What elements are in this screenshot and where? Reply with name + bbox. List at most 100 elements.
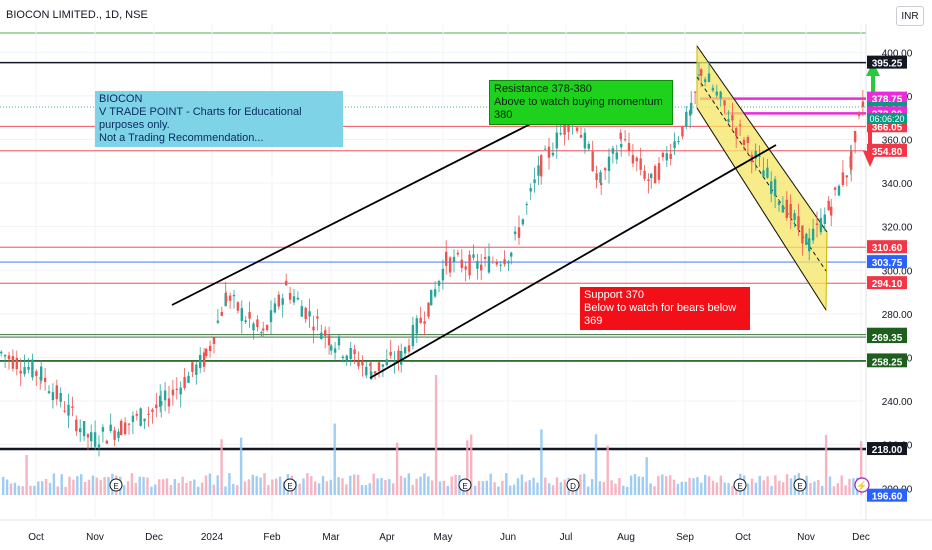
candle-body bbox=[3, 355, 7, 357]
volume-bar bbox=[622, 485, 625, 495]
countdown-bg bbox=[867, 112, 907, 124]
volume-bar bbox=[41, 481, 44, 495]
price-label-bg bbox=[867, 91, 907, 105]
volume-bar bbox=[83, 482, 87, 495]
volume-bar bbox=[680, 481, 683, 495]
candle-body bbox=[220, 311, 223, 316]
candle-body bbox=[337, 336, 341, 346]
volume-bar bbox=[200, 482, 204, 495]
volume-bar bbox=[255, 476, 258, 495]
volume-bar bbox=[306, 473, 309, 495]
volume-bar bbox=[321, 475, 325, 495]
candle-body bbox=[595, 173, 598, 181]
volume-bar bbox=[44, 478, 48, 495]
volume-bar bbox=[762, 480, 765, 495]
candle-body bbox=[430, 289, 433, 306]
volume-bar bbox=[56, 486, 59, 495]
volume-bar bbox=[544, 477, 547, 495]
candle-body bbox=[673, 141, 676, 148]
info-note: BIOCON V TRADE POINT - Charts for Educat… bbox=[95, 91, 343, 147]
volume-bar bbox=[489, 473, 492, 495]
volume-bar bbox=[688, 477, 691, 495]
candle-body bbox=[216, 320, 220, 323]
candle-body bbox=[815, 223, 819, 225]
candle-body bbox=[827, 200, 830, 211]
candle-body bbox=[537, 165, 540, 176]
price-label-bg bbox=[867, 354, 907, 368]
volume-bar bbox=[532, 477, 535, 495]
volume-bar bbox=[774, 475, 777, 495]
volume-bar bbox=[836, 483, 839, 495]
volume-bar bbox=[337, 477, 340, 495]
candle-body bbox=[191, 362, 194, 372]
volume-bar bbox=[438, 481, 442, 495]
volume-bar bbox=[158, 479, 161, 495]
candle-body bbox=[793, 213, 796, 220]
candle-body bbox=[731, 115, 734, 121]
candle-body bbox=[427, 302, 430, 317]
event-marker-label: E bbox=[797, 482, 802, 491]
volume-bar bbox=[555, 477, 559, 495]
volume-bar bbox=[103, 477, 106, 495]
candle-body bbox=[120, 420, 123, 436]
candle-body bbox=[841, 172, 845, 185]
volume-bar bbox=[317, 483, 321, 495]
symbol-title: BIOCON LIMITED., 1D, NSE bbox=[6, 9, 148, 21]
candle-body bbox=[599, 172, 602, 183]
price-label-text: 258.25 bbox=[872, 357, 903, 368]
volume-bar bbox=[758, 475, 761, 495]
candle-body bbox=[723, 100, 726, 106]
event-marker-circle bbox=[283, 478, 297, 492]
volume-bar bbox=[204, 475, 208, 495]
volume-bar bbox=[848, 478, 851, 495]
candle-body bbox=[341, 356, 345, 359]
volume-bar bbox=[649, 483, 652, 495]
candle-body bbox=[252, 323, 255, 331]
candle-body bbox=[483, 256, 487, 259]
price-label-text: 218.00 bbox=[872, 445, 903, 456]
candle-body bbox=[703, 79, 707, 83]
candle-body bbox=[109, 424, 112, 432]
volume-bar bbox=[715, 482, 719, 495]
volume-bar bbox=[512, 484, 516, 495]
candle-body bbox=[653, 165, 657, 184]
volume-bar bbox=[310, 476, 313, 495]
volume-bar bbox=[602, 482, 605, 495]
candle-body bbox=[288, 293, 292, 300]
candle-body bbox=[248, 312, 251, 319]
candle-body bbox=[256, 319, 259, 328]
candle-body bbox=[113, 430, 116, 440]
candle-body bbox=[265, 325, 269, 331]
info-line: BIOCON bbox=[99, 93, 143, 105]
volume-bar bbox=[37, 481, 40, 495]
volume-bar bbox=[95, 477, 98, 495]
volume-bar bbox=[372, 473, 375, 495]
volume-bar bbox=[107, 477, 110, 495]
volume-bar bbox=[598, 481, 602, 495]
volume-bar bbox=[657, 475, 660, 495]
volume-bar bbox=[629, 475, 633, 495]
candle-body bbox=[547, 146, 551, 158]
candle-body bbox=[555, 132, 558, 149]
candle-body bbox=[559, 132, 562, 135]
candle-body bbox=[861, 101, 865, 107]
event-marker-circle bbox=[458, 478, 472, 492]
x-tick-label: Apr bbox=[379, 532, 395, 543]
candle-body bbox=[179, 387, 182, 395]
candle-body bbox=[845, 175, 848, 178]
currency-button[interactable]: INR bbox=[896, 6, 924, 26]
candle-body bbox=[40, 366, 43, 381]
candle-body bbox=[155, 404, 158, 409]
price-axis-labels: 395.25378.75374.90372.00366.05354.80310.… bbox=[867, 55, 907, 503]
volume-bar bbox=[427, 476, 430, 495]
volume-bar bbox=[551, 485, 555, 495]
volume-bar bbox=[692, 478, 695, 495]
candle-body bbox=[202, 352, 206, 367]
candle-body bbox=[533, 179, 536, 184]
event-marker: D bbox=[566, 478, 580, 492]
volume-bar bbox=[220, 439, 223, 495]
event-marker-label: E bbox=[737, 482, 742, 491]
candle-body bbox=[320, 332, 323, 340]
volume-bar bbox=[197, 486, 200, 495]
